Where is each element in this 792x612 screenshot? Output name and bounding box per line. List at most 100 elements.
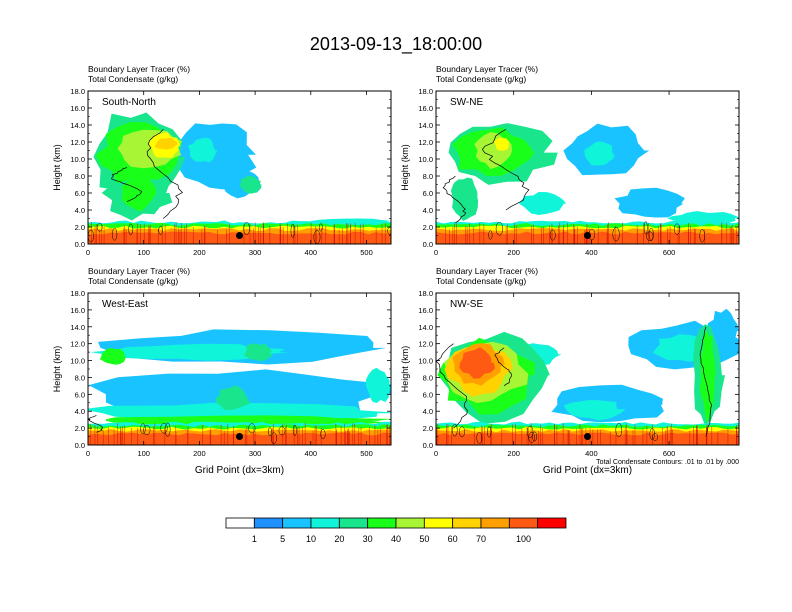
condensate-contour	[487, 426, 492, 438]
condensate-contour	[699, 326, 712, 437]
y-tick-label: 16.0	[418, 104, 433, 113]
y-tick-label: 2.0	[423, 424, 433, 433]
y-tick-label: 10.0	[70, 357, 85, 366]
panel-subtitle-line: Boundary Layer Tracer (%)	[88, 266, 190, 276]
panel-title: South-North	[102, 97, 156, 108]
condensate-contour	[243, 222, 250, 236]
colorbar-label: 5	[280, 534, 285, 544]
x-tick-label: 200	[507, 449, 520, 458]
x-tick-label: 600	[663, 248, 676, 257]
plot-area	[436, 293, 739, 445]
condensate-contour	[160, 423, 168, 434]
condensate-contour	[290, 223, 295, 238]
x-tick-label: 200	[507, 248, 520, 257]
condensate-contour	[143, 424, 151, 436]
x-tick-label: 200	[193, 449, 206, 458]
condensate-contour	[146, 129, 183, 219]
x-axis-label: Grid Point (dx=3km)	[543, 465, 632, 476]
colorbar-label: 100	[516, 534, 531, 544]
panel-subtitle-line: Total Condensate (g/kg)	[88, 276, 178, 286]
condensate-contour	[549, 229, 556, 241]
y-tick-label: 16.0	[418, 306, 433, 315]
colorbar-swatch	[225, 517, 255, 529]
x-tick-label: 300	[249, 248, 262, 257]
y-tick-label: 14.0	[418, 121, 433, 130]
y-tick-label: 0.0	[75, 240, 85, 249]
condensate-contour	[88, 415, 104, 433]
condensate-contour	[494, 347, 512, 387]
figure-title: 2013-09-13_18:00:00	[310, 34, 482, 55]
x-tick-label: 400	[305, 449, 318, 458]
condensate-contour	[459, 426, 465, 438]
y-axis-label: Height (km)	[400, 346, 410, 393]
y-tick-label: 18.0	[418, 87, 433, 96]
colorbar: 1 5 10 20 30 40 50 60 70 100	[225, 517, 567, 544]
x-tick-label: 0	[434, 449, 438, 458]
y-tick-label: 12.0	[418, 340, 433, 349]
colorbar-swatch	[253, 517, 284, 529]
plot-area	[436, 91, 739, 244]
x-tick-label: 500	[360, 449, 373, 458]
y-tick-label: 16.0	[70, 104, 85, 113]
condensate-contour	[699, 229, 705, 243]
colorbar-label: 1	[252, 534, 257, 544]
condensate-contour	[248, 423, 256, 434]
condensate-contour	[652, 433, 659, 441]
panel-subtitle-line: Total Condensate (g/kg)	[436, 276, 526, 286]
tracer-region	[90, 343, 291, 361]
condensate-contour	[488, 230, 493, 240]
condensate-contour	[481, 129, 530, 211]
x-tick-label: 500	[360, 248, 373, 257]
y-tick-label: 18.0	[70, 87, 85, 96]
tracer-region	[584, 141, 615, 166]
colorbar-label: 30	[363, 534, 373, 544]
panel-subtitle-line: Boundary Layer Tracer (%)	[436, 266, 538, 276]
condensate-contour	[649, 428, 655, 440]
colorbar-label: 10	[306, 534, 316, 544]
panel-title: West-East	[102, 299, 148, 310]
x-tick-label: 400	[585, 449, 598, 458]
tracer-region	[215, 385, 251, 411]
y-tick-label: 6.0	[75, 189, 85, 198]
location-marker	[584, 433, 591, 441]
y-tick-label: 16.0	[70, 306, 85, 315]
y-tick-label: 6.0	[423, 189, 433, 198]
colorbar-swatch	[508, 517, 539, 529]
tracer-region	[244, 343, 273, 362]
y-tick-label: 6.0	[75, 390, 85, 399]
colorbar-label: 60	[448, 534, 458, 544]
colorbar-label: 70	[476, 534, 486, 544]
colorbar-label: 40	[391, 534, 401, 544]
y-tick-label: 10.0	[418, 155, 433, 164]
x-axis-label: Grid Point (dx=3km)	[195, 465, 284, 476]
condensate-contour	[270, 432, 277, 444]
tracer-region	[519, 192, 567, 215]
y-tick-label: 2.0	[423, 223, 433, 232]
x-tick-label: 400	[585, 248, 598, 257]
location-marker	[584, 232, 591, 239]
panel-subtitle-line: Boundary Layer Tracer (%)	[88, 64, 190, 74]
condensate-contour	[442, 175, 467, 224]
colorbar-swatch	[367, 517, 397, 529]
condensate-contour	[495, 222, 504, 236]
colorbar-swatch	[310, 517, 340, 529]
condensate-contour	[320, 429, 326, 440]
y-tick-label: 4.0	[75, 206, 85, 215]
tracer-region	[700, 331, 716, 423]
condensate-contour	[278, 426, 286, 436]
y-tick-label: 4.0	[75, 407, 85, 416]
tracer-region	[450, 177, 479, 221]
condensate-contour	[111, 167, 143, 202]
x-tick-label: 400	[305, 248, 318, 257]
y-tick-label: 0.0	[423, 240, 433, 249]
y-tick-label: 14.0	[70, 323, 85, 332]
y-tick-label: 12.0	[418, 138, 433, 147]
panel-sw-ne: Boundary Layer Tracer (%)Total Condensat…	[400, 64, 740, 257]
condensate-contour	[648, 227, 654, 241]
y-tick-label: 18.0	[70, 289, 85, 298]
condensate-contour	[164, 422, 171, 437]
y-axis-label: Height (km)	[52, 346, 62, 393]
location-marker	[236, 232, 243, 239]
condensate-contour	[526, 425, 534, 438]
colorbar-label: 20	[334, 534, 344, 544]
